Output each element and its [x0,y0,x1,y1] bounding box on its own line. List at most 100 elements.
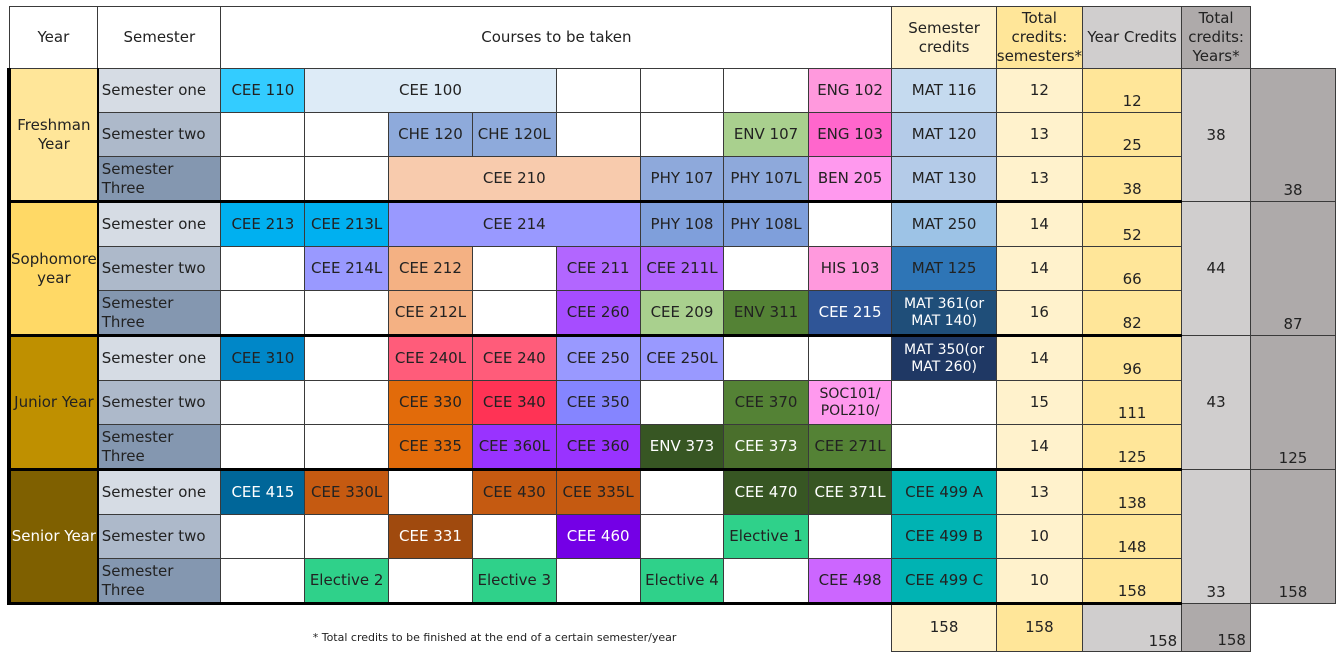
course-cell: CEE 211 [555,246,641,291]
semester-label: Semester one [97,335,222,381]
total-credits-year: 87 [1249,201,1336,336]
empty-course-cell [304,156,389,203]
semester-credits: 16 [995,290,1084,337]
course-cell: CEE 240 [472,335,557,381]
empty-course-cell [220,246,306,291]
empty-course-cell [639,68,725,113]
semester-row: Semester two CHE 120 CHE 120L ENV 107 ENG 10… [9,112,1336,157]
semester-row: Semester Three Elective 2 Elective 3 Electi… [9,558,1336,605]
course-cell: CEE 340 [472,380,557,425]
year-label: Freshman Year [7,68,99,203]
year-credits: 38 [1181,68,1251,202]
course-cell: CEE 250L [639,335,725,381]
course-cell: CEE 213 [220,201,306,247]
footer-year-credits: 158 [1082,603,1183,652]
total-credits-semester: 125 [1082,424,1183,471]
empty-course-cell [472,514,557,559]
empty-course-cell [472,290,557,337]
course-cell: PHY 108L [723,201,809,247]
course-cell: CEE 212 [387,246,474,291]
total-credits-semester: 52 [1082,201,1183,247]
semester-row: Junior Year Semester one CEE 310 CEE 240L CE… [7,335,1336,471]
total-credits-semester: 38 [1082,156,1183,203]
course-cell: CEE 213L [304,201,389,247]
course-cell: MAT 120 [891,112,997,157]
course-cell: CEE 430 [472,469,557,515]
course-cell: CEE 331 [387,514,474,559]
course-cell: CEE 212L [387,290,474,337]
empty-course-cell [639,469,725,515]
empty-course-cell [304,290,389,337]
year-credits: 43 [1181,335,1251,470]
footer-total-semesters: 158 [995,603,1084,652]
course-cell: CEE 210 [387,156,641,203]
course-cell: MAT 116 [891,68,997,113]
course-cell: CEE 100 [304,68,557,113]
semester-credits: 13 [995,156,1084,203]
year-label: Junior Year [7,335,99,471]
header-year-credits: Year Credits [1082,6,1183,69]
course-cell: CEE 350 [555,380,641,425]
course-cell: Elective 4 [639,558,725,605]
empty-course-cell [807,514,893,559]
total-credits-semester: 96 [1082,335,1183,381]
course-cell: MAT 350(or MAT 260) [891,335,997,381]
total-credits-year: 158 [1249,469,1336,604]
course-cell: Elective 2 [304,558,389,605]
footnote: * Total credits to be finished at the en… [312,631,677,644]
header-year: Year [8,6,99,69]
header-row: Year Semester Courses to be taken Semest… [8,6,1336,69]
semester-credits: 14 [995,246,1084,291]
semester-row: Senior Year Semester one CEE 415 CEE 330L CE… [7,469,1336,605]
semester-credits: 14 [995,335,1084,381]
course-cell: CEE 240L [387,335,474,381]
course-cell: CEE 360L [472,424,557,471]
year-credits: 44 [1181,201,1251,336]
empty-course-cell [387,558,474,605]
empty-course-cell [723,246,809,291]
course-cell: BEN 205 [807,156,893,203]
footer-semester-credits: 158 [891,603,997,652]
course-cell: CEE 330L [304,469,389,515]
empty-course-cell [807,335,893,381]
course-cell: CEE 330 [387,380,474,425]
course-cell: CEE 110 [220,68,306,113]
course-cell: CHE 120L [472,112,557,157]
empty-course-cell [555,112,641,157]
semester-row: Semester Three CEE 335 CEE 360L CEE 360 ENV … [9,424,1336,471]
total-credits-year: 125 [1249,335,1336,470]
course-cell: CEE 371L [807,469,893,515]
course-cell: MAT 250 [891,201,997,247]
semester-label: Semester Three [97,424,222,471]
semester-label: Semester two [97,514,222,559]
semester-label: Semester one [97,201,222,247]
footer-row: * Total credits to be finished at the en… [9,603,1336,652]
empty-course-cell [220,514,306,559]
semester-row: Freshman Year Semester one CEE 110 CEE 100 E… [7,68,1336,203]
semester-label: Semester one [97,469,222,515]
semester-credits: 10 [995,558,1084,605]
semester-label: Semester Three [97,290,222,337]
empty-course-cell [220,424,306,471]
course-cell: CEE 214 [387,201,641,247]
semester-label: Semester two [97,112,222,157]
total-credits-semester: 111 [1082,380,1183,425]
semester-row: Semester Three CEE 212L CEE 260 CEE 209 ENV … [9,290,1336,337]
total-credits-semester: 66 [1082,246,1183,291]
empty-course-cell [387,469,474,515]
course-cell: CEE 498 [807,558,893,605]
course-cell: CEE 209 [639,290,725,337]
course-cell: Elective 3 [472,558,557,605]
empty-course-cell [639,112,725,157]
empty-course-cell [304,514,389,559]
footer-total-years: 158 [1181,603,1251,652]
empty-course-cell [555,68,641,113]
empty-course-cell [220,156,306,203]
semester-credits: 12 [995,68,1084,113]
course-cell: CEE 335L [555,469,641,515]
course-cell: CEE 499 A [891,469,997,515]
total-credits-semester: 158 [1082,558,1183,605]
course-cell: CEE 470 [723,469,809,515]
semester-row: Semester two CEE 331 CEE 460 Elective 1 CEE … [9,514,1336,559]
course-plan-table: Year Semester Courses to be taken Semest… [7,6,1336,652]
